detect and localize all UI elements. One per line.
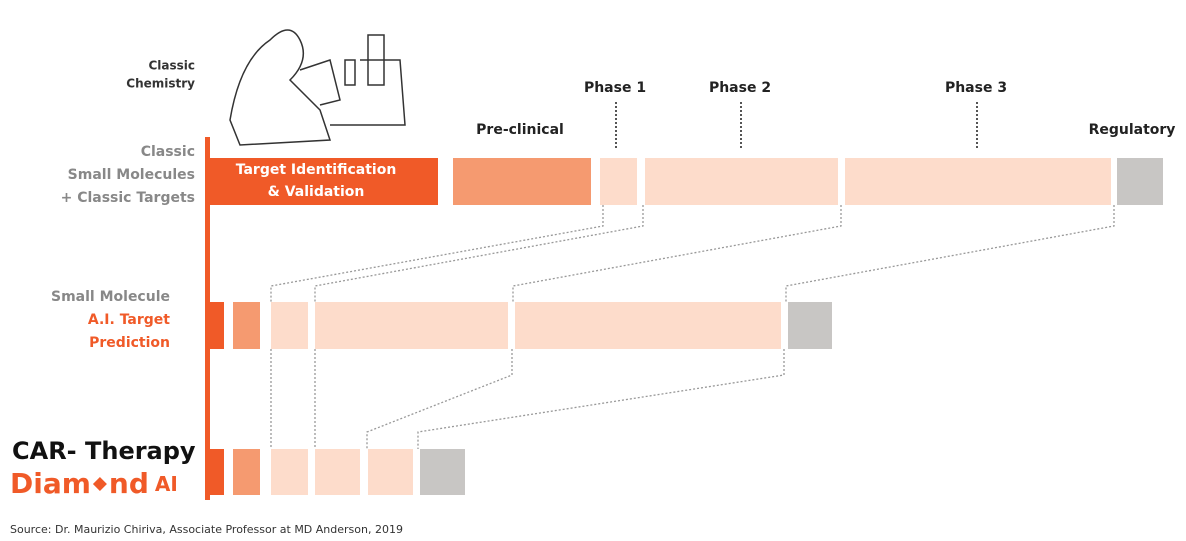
box-label: & Validation [268, 184, 365, 200]
brand-text: nd [109, 467, 149, 500]
stage-label: Phase 1 [584, 80, 646, 96]
stage-label: Regulatory [1089, 122, 1176, 138]
connector [367, 349, 512, 449]
illustration-label: Classic [148, 59, 195, 73]
stage-label: Phase 2 [709, 80, 771, 96]
phase-box [645, 158, 838, 205]
phase-box [271, 302, 308, 349]
phase-box [515, 302, 781, 349]
phase-box [600, 158, 637, 205]
phase-box [271, 449, 308, 495]
target-box [208, 302, 224, 349]
box-label: Target Identification [236, 162, 397, 178]
row-label: Small Molecules [68, 167, 195, 183]
phase-box [368, 449, 413, 495]
diagram: Classic Chemistry Pre-clinical Phase 1 P… [0, 0, 1186, 541]
brand-text: Diam [10, 467, 91, 500]
row-label: + Classic Targets [61, 190, 195, 206]
row-label: Small Molecule [51, 289, 170, 305]
microscope-illustration [230, 30, 405, 145]
stage-label: Phase 3 [945, 80, 1007, 96]
connector [315, 205, 643, 302]
target-box [208, 449, 224, 495]
row-label-highlight: Prediction [89, 335, 170, 351]
phase-box [315, 302, 508, 349]
preclinical-box [233, 449, 260, 495]
regulatory-box [420, 449, 465, 495]
illustration-label: Chemistry [126, 77, 195, 91]
row-label-highlight: A.I. Target [88, 312, 170, 328]
brand-text: AI [155, 472, 178, 496]
connector [786, 205, 1114, 302]
regulatory-box [1117, 158, 1163, 205]
regulatory-box [788, 302, 832, 349]
phase-box [845, 158, 1111, 205]
connector [418, 349, 784, 449]
row-title: CAR- Therapy [12, 437, 196, 465]
stage-label: Pre-clinical [476, 122, 564, 138]
source-note: Source: Dr. Maurizio Chiriva, Associate … [10, 523, 403, 536]
preclinical-box [233, 302, 260, 349]
phase-box [315, 449, 360, 495]
preclinical-box [453, 158, 591, 205]
connector [271, 205, 603, 302]
stage-ticks [616, 102, 977, 150]
connector [513, 205, 841, 302]
row-label: Classic [141, 144, 195, 160]
brand-icon [93, 477, 107, 491]
